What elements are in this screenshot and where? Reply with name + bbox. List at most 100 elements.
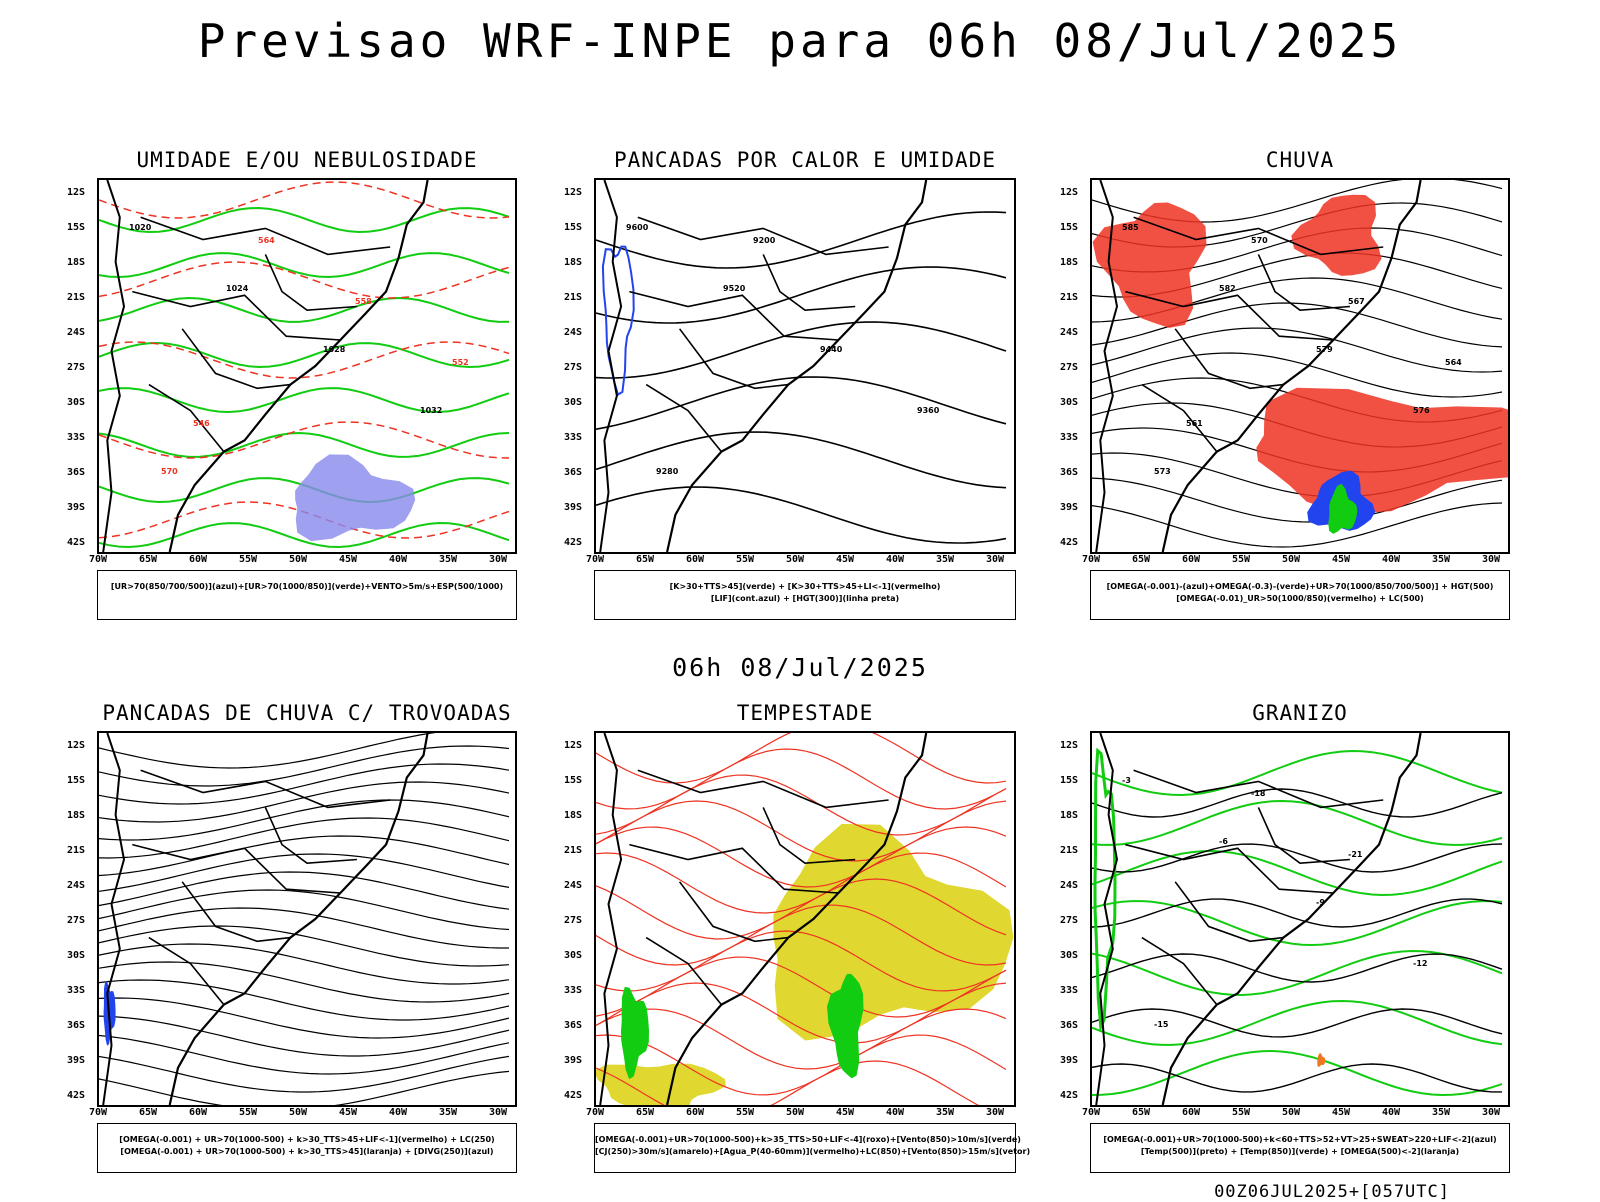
temp850-contour (1092, 1049, 1503, 1097)
lat-tick-label: 27S (564, 915, 583, 926)
streamline (99, 745, 510, 787)
state-border (148, 383, 225, 453)
coastline (1161, 733, 1422, 1105)
contour-label: 9440 (820, 345, 843, 354)
streamline (99, 799, 510, 841)
hgt300-contour (596, 431, 1007, 489)
lat-tick-label: 15S (1060, 775, 1079, 786)
contour-label: 1020 (129, 223, 152, 232)
thickness-contour (99, 261, 510, 299)
jet-area (773, 823, 1014, 1041)
lon-tick-label: 70W (89, 554, 108, 565)
lat-tick-label: 18S (67, 810, 86, 821)
run-info: 00Z06JUL2025+[057UTC] (1214, 1182, 1450, 1202)
lat-tick-label: 30S (67, 397, 86, 408)
panel-3-legend: [OMEGA(-0.001)-(azul)+OMEGA(-0.3)-(verde… (1090, 570, 1510, 620)
lon-tick-label: 60W (1182, 554, 1201, 565)
state-border (181, 881, 291, 943)
state-border (1257, 254, 1350, 312)
state-border (1257, 807, 1350, 865)
lon-tick-label: 45W (836, 1107, 855, 1118)
panel-4-title: PANCADAS DE CHUVA C/ TROVOADAS (102, 701, 512, 725)
thickness-contour (99, 421, 510, 459)
lon-tick-label: 55W (239, 1107, 258, 1118)
state-border (1174, 328, 1284, 390)
lat-tick-label: 24S (67, 880, 86, 891)
contour-label: 546 (193, 419, 210, 428)
lon-tick-label: 45W (836, 554, 855, 565)
streamline (99, 763, 510, 805)
contour-label: 1032 (420, 406, 442, 415)
panel-2-title: PANCADAS POR CALOR E UMIDADE (613, 148, 996, 172)
state-border (140, 216, 391, 256)
lat-tick-label: 21S (67, 845, 86, 856)
lon-tick-label: 55W (1232, 554, 1251, 565)
streamline (1092, 502, 1503, 548)
lon-tick-label: 50W (1282, 554, 1301, 565)
streamline-850 (596, 748, 1007, 810)
state-border (1141, 383, 1218, 453)
state-border (1125, 290, 1334, 341)
streamline (99, 1055, 510, 1093)
lat-tick-label: 12S (67, 740, 86, 751)
contour-label: 1028 (323, 345, 346, 354)
streamline (99, 835, 510, 877)
legend-line: [CJ(250)>30m/s](amarelo)+[Agua_P(40-60mm… (595, 1147, 1031, 1156)
coastline (666, 733, 928, 1105)
streamline (1092, 477, 1503, 523)
streamline (99, 907, 509, 949)
state-border (645, 936, 723, 1006)
lat-tick-label: 42S (1060, 537, 1079, 548)
state-border (762, 807, 856, 865)
streamline (99, 889, 510, 931)
lat-tick-label: 27S (1060, 362, 1079, 373)
streamline (99, 943, 510, 985)
lat-tick-label: 30S (564, 950, 583, 961)
humidity-contour (99, 387, 510, 414)
state-border (1133, 769, 1384, 809)
lat-tick-label: 21S (564, 292, 583, 303)
lat-tick-label: 21S (1060, 845, 1079, 856)
lat-tick-label: 12S (564, 187, 583, 198)
panel-1-title: UMIDADE E/OU NEBULOSIDADE (136, 148, 478, 172)
humidity-contour (99, 296, 510, 323)
contour-label: 9520 (723, 284, 746, 293)
wind-850-area (621, 986, 649, 1079)
lat-tick-label: 21S (564, 845, 583, 856)
state-border (264, 807, 357, 865)
humidity-contour (99, 521, 510, 549)
panel-6-field-plot: -3 -6 -9 -12 -15 -18 -21 (1092, 733, 1503, 1105)
lon-tick-label: 65W (139, 554, 158, 565)
contour-label: 561 (1186, 419, 1203, 428)
streamline-850 (596, 878, 1007, 940)
lat-tick-label: 12S (1060, 187, 1079, 198)
temp500-contour (1092, 953, 1503, 983)
lon-tick-label: 65W (139, 1107, 158, 1118)
lat-tick-label: 18S (1060, 257, 1079, 268)
coastline (1095, 733, 1119, 1105)
streamline-850 (596, 956, 1007, 1018)
streamline (1092, 327, 1503, 373)
lat-tick-label: 12S (1060, 740, 1079, 751)
jet-area (596, 1063, 726, 1105)
lon-tick-label: 30W (1482, 554, 1501, 565)
omega-strong-area (1328, 483, 1358, 534)
panel-4-legend: [OMEGA(-0.001) + UR>70(1000-500) + k>30_… (97, 1123, 517, 1173)
contour-label: 552 (452, 358, 469, 367)
lon-tick-label: 35W (439, 1107, 458, 1118)
state-border (678, 328, 789, 390)
lat-tick-label: 30S (1060, 397, 1079, 408)
contour-label: 9200 (753, 236, 776, 245)
lon-tick-label: 40W (886, 554, 905, 565)
lon-tick-label: 65W (1132, 554, 1151, 565)
contour-label: 582 (1219, 284, 1236, 293)
contour-label: 1024 (226, 284, 249, 293)
lat-tick-label: 39S (67, 502, 86, 513)
legend-line: [OMEGA(-0.001) + UR>70(1000-500) + k>30_… (120, 1147, 494, 1156)
lon-tick-label: 60W (686, 1107, 705, 1118)
streamline-850 (596, 1060, 980, 1105)
lon-tick-label: 40W (389, 554, 408, 565)
streamline (99, 817, 510, 859)
lon-tick-label: 50W (289, 1107, 308, 1118)
lon-tick-label: 70W (89, 1107, 108, 1118)
